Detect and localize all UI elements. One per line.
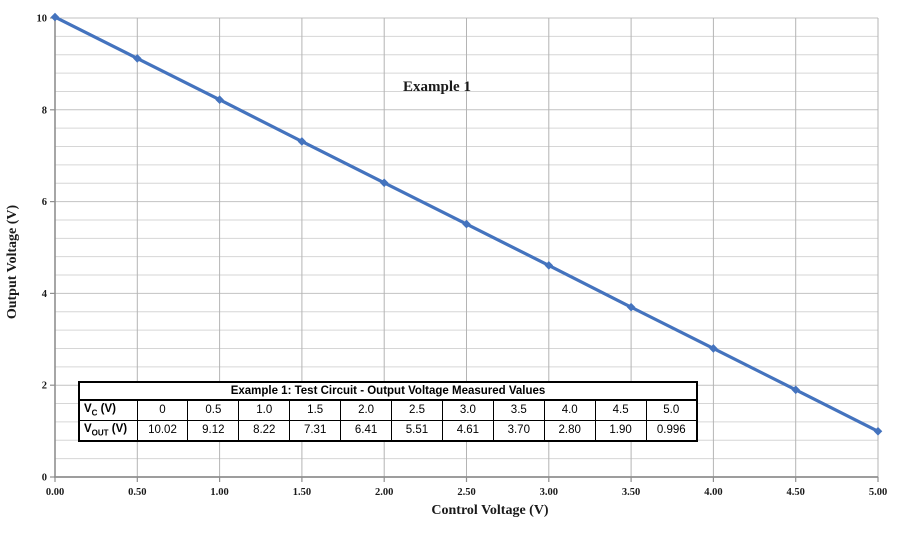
y-axis-title: Output Voltage (V) bbox=[5, 204, 20, 320]
table-cell: 0.996 bbox=[645, 420, 698, 442]
data-point-marker bbox=[626, 302, 636, 312]
x-tick-label: 4.50 bbox=[787, 487, 805, 498]
table-cell: 9.12 bbox=[187, 420, 240, 442]
data-point-marker bbox=[462, 219, 471, 229]
table-cell: 3.5 bbox=[492, 399, 545, 421]
table-cell: 3.70 bbox=[492, 420, 545, 442]
y-tick-label: 4 bbox=[42, 289, 48, 300]
y-tick-label: 0 bbox=[42, 473, 47, 484]
data-table: Example 1: Test Circuit - Output Voltage… bbox=[78, 381, 698, 442]
x-tick-label: 1.00 bbox=[210, 487, 228, 498]
table-cell: 8.22 bbox=[238, 420, 291, 442]
table-cell: 4.0 bbox=[543, 399, 596, 421]
chart-title: Example 1 bbox=[403, 79, 471, 95]
table-row: VC (V) 0 0.5 1.0 1.5 2.0 2.5 3.0 3.5 4.0 4.5 5.0 bbox=[78, 399, 698, 421]
table-cell: 4.61 bbox=[441, 420, 494, 442]
x-tick-label: 3.00 bbox=[540, 487, 558, 498]
data-point-marker bbox=[50, 12, 60, 22]
table-title: Example 1: Test Circuit - Output Voltage… bbox=[78, 381, 698, 401]
data-point-marker bbox=[215, 95, 224, 105]
data-point-marker bbox=[544, 261, 554, 270]
table-cell: 4.5 bbox=[594, 399, 647, 421]
x-tick-label: 4.00 bbox=[704, 487, 722, 498]
table-cell: 5.51 bbox=[391, 420, 443, 442]
table-cell: 2.5 bbox=[391, 399, 443, 421]
x-tick-label: 2.50 bbox=[457, 487, 475, 498]
x-tick-label: 3.50 bbox=[622, 487, 640, 498]
data-point-marker bbox=[791, 385, 800, 395]
data-point-marker bbox=[873, 426, 883, 436]
x-tick-label: 2.00 bbox=[375, 487, 393, 498]
table-cell: 1.90 bbox=[594, 420, 647, 442]
table-row-label: VOUT (V) bbox=[78, 420, 138, 442]
data-point-marker bbox=[297, 137, 307, 146]
y-tick-label: 2 bbox=[42, 381, 47, 392]
y-tick-label: 6 bbox=[42, 197, 47, 208]
table-row: VOUT (V) 10.02 9.12 8.22 7.31 6.41 5.51 4.61 3.7… bbox=[78, 420, 698, 442]
x-tick-label: 0.50 bbox=[128, 487, 146, 498]
table-cell: 6.41 bbox=[340, 420, 393, 442]
table-cell: 0 bbox=[136, 399, 189, 421]
data-point-marker bbox=[133, 54, 142, 63]
table-cell: 2.80 bbox=[543, 420, 596, 442]
x-tick-label: 1.50 bbox=[293, 487, 311, 498]
table-cell: 5.0 bbox=[645, 399, 698, 421]
table-title-row: Example 1: Test Circuit - Output Voltage… bbox=[78, 381, 698, 401]
table-cell: 7.31 bbox=[289, 420, 342, 442]
table-cell: 10.02 bbox=[136, 420, 189, 442]
table-cell: 3.0 bbox=[441, 399, 494, 421]
x-tick-label: 0.00 bbox=[46, 487, 64, 498]
y-tick-label: 8 bbox=[42, 105, 47, 116]
table-cell: 0.5 bbox=[187, 399, 240, 421]
x-axis-title: Control Voltage (V) bbox=[431, 503, 549, 518]
x-tick-label: 5.00 bbox=[869, 487, 887, 498]
data-point-marker bbox=[379, 178, 389, 188]
table-row-label: VC (V) bbox=[78, 399, 138, 421]
table-cell: 1.0 bbox=[238, 399, 291, 421]
data-point-marker bbox=[709, 344, 718, 353]
table-cell: 1.5 bbox=[289, 399, 342, 421]
table-cell: 2.0 bbox=[340, 399, 393, 421]
y-tick-label: 10 bbox=[37, 14, 48, 25]
